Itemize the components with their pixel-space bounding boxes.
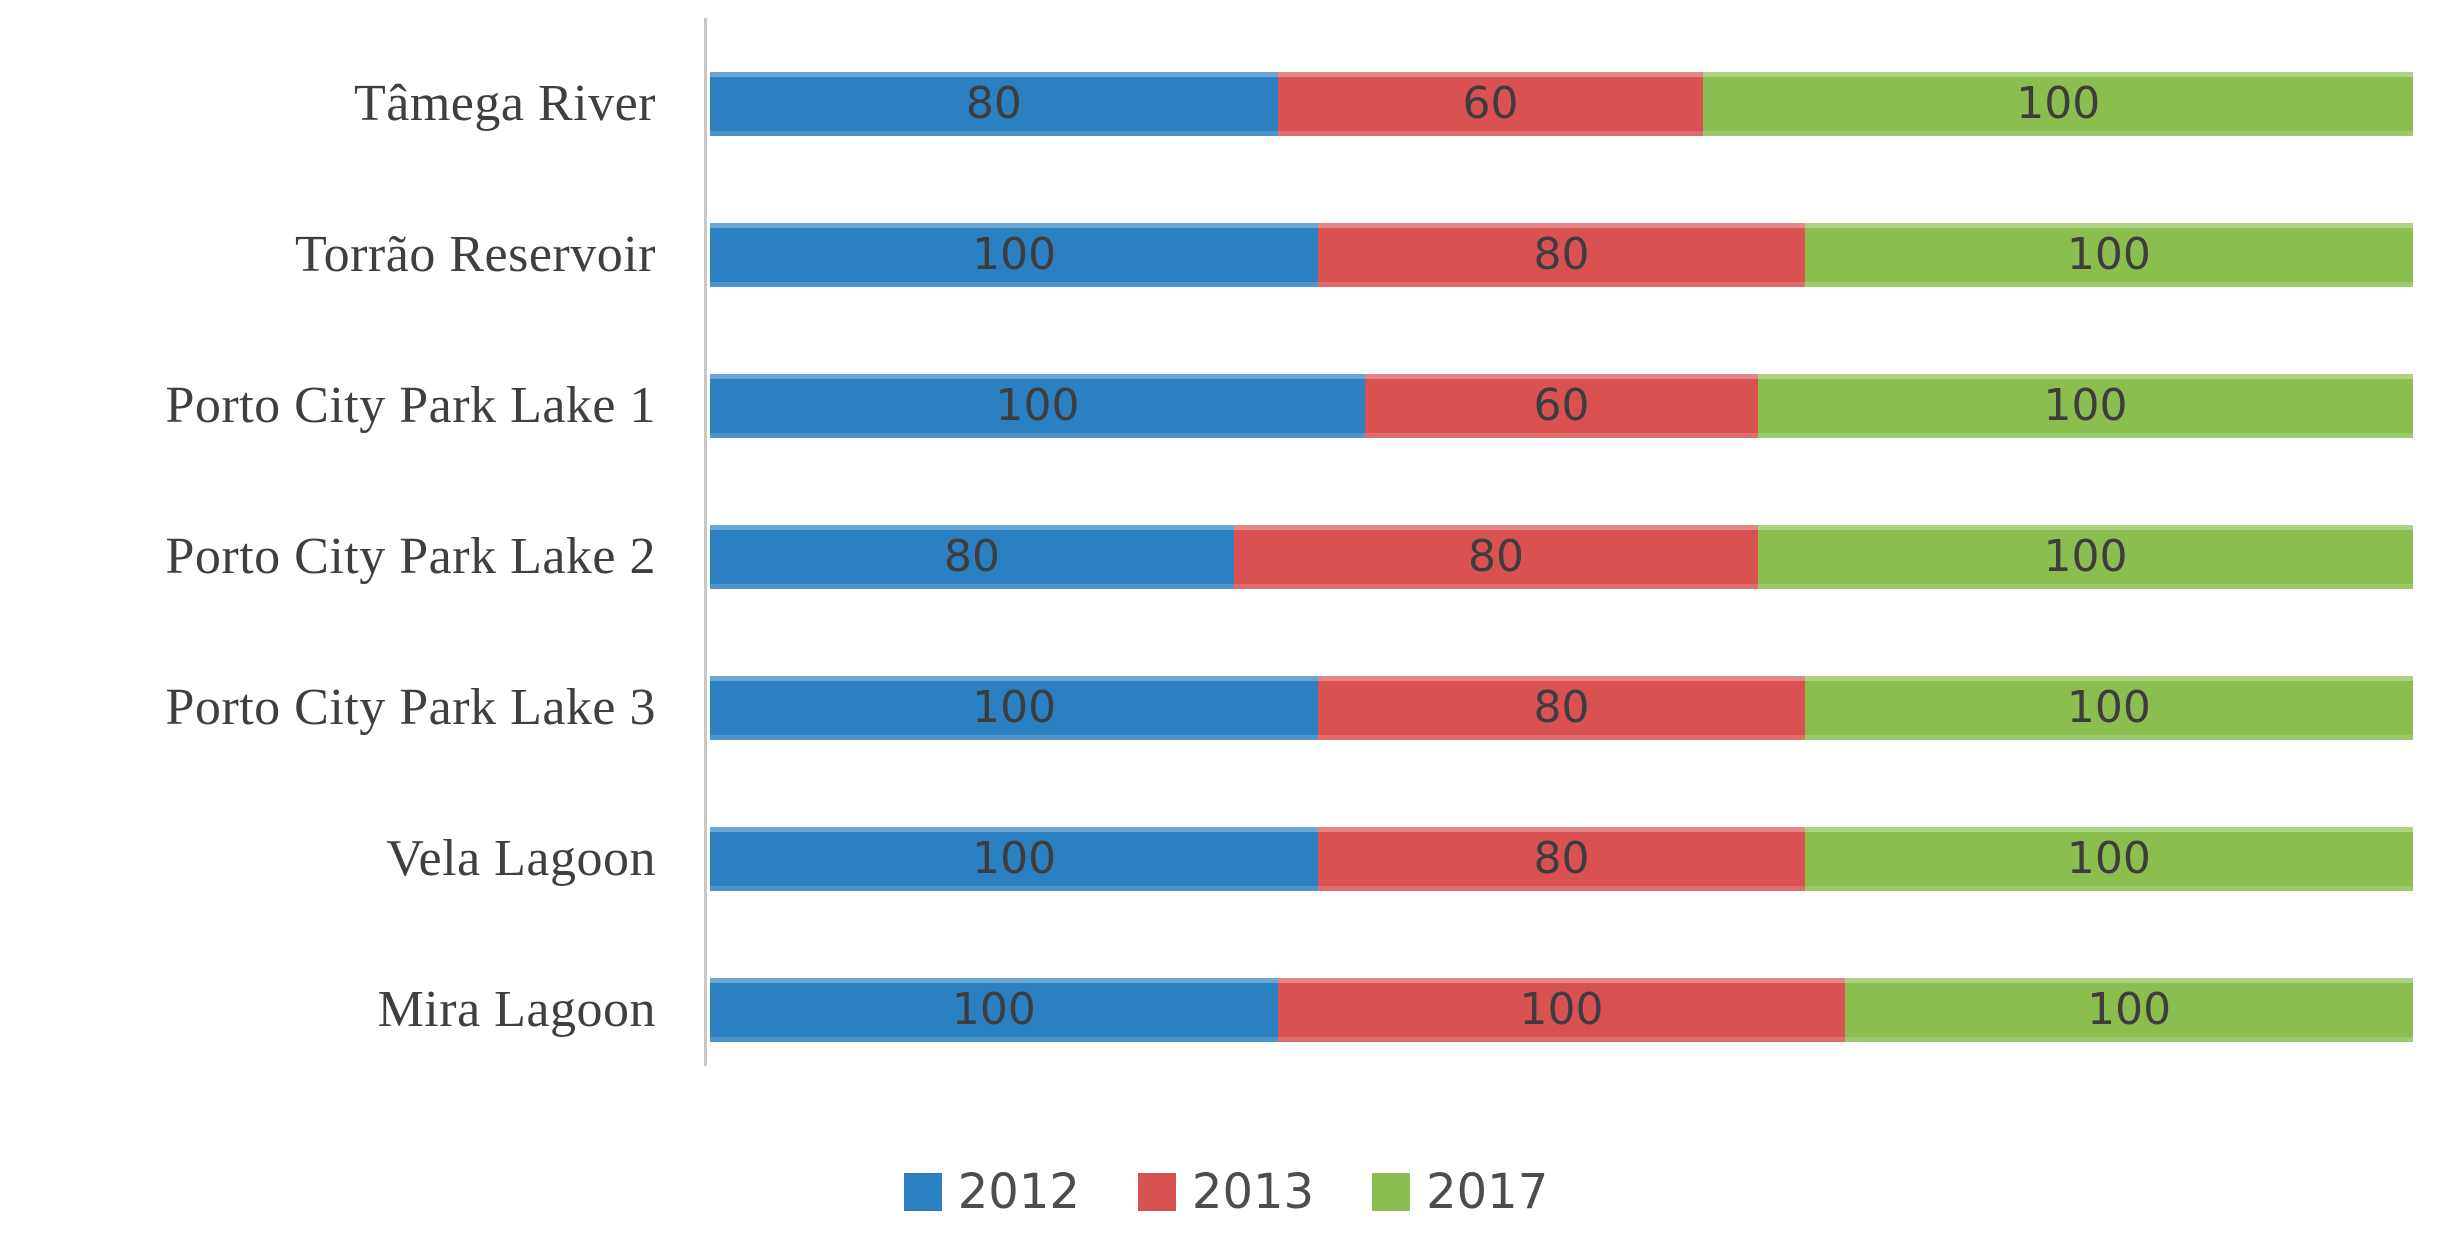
bar-segment-2017: 100 (1703, 71, 2413, 136)
category-label: Porto City Park Lake 1 (165, 377, 656, 434)
legend-item-2013: 2013 (1137, 1164, 1315, 1220)
stacked-bar: 100 80 100 (710, 675, 2413, 740)
chart-legend: 2012 2013 2017 (0, 1164, 2452, 1220)
data-label: 100 (972, 228, 1057, 280)
bar-segment-2012: 100 (710, 222, 1319, 287)
bar-segment-2017: 100 (1758, 373, 2413, 438)
data-label: 100 (2087, 983, 2172, 1035)
chart-row: Tâmega River 80 60 100 (0, 28, 2413, 179)
bar-segment-2017: 100 (1845, 977, 2413, 1042)
data-label: 100 (2066, 832, 2151, 884)
legend-swatch-icon (1372, 1173, 1411, 1211)
data-label: 100 (2066, 228, 2151, 280)
bar-segment-2012: 100 (710, 826, 1319, 891)
legend-swatch-icon (903, 1173, 942, 1211)
bar-segment-2017: 100 (1804, 675, 2413, 740)
stacked-bar: 100 60 100 (710, 373, 2413, 438)
data-label: 100 (995, 379, 1080, 431)
chart-row: Porto City Park Lake 1 100 60 100 (0, 330, 2413, 481)
data-label: 80 (1533, 681, 1590, 733)
category-label: Torrão Reservoir (294, 226, 656, 283)
data-label: 60 (1462, 77, 1519, 129)
chart-row: Porto City Park Lake 2 80 80 100 (0, 481, 2413, 632)
bar-segment-2012: 80 (710, 71, 1278, 136)
category-label: Vela Lagoon (386, 830, 656, 887)
legend-label: 2017 (1426, 1164, 1549, 1220)
bar-segment-2017: 100 (1758, 524, 2413, 589)
bar-segment-2013: 100 (1277, 977, 1846, 1042)
legend-swatch-icon (1137, 1173, 1176, 1211)
data-label: 80 (1533, 832, 1590, 884)
stacked-bar: 80 80 100 (710, 524, 2413, 589)
chart-row: Torrão Reservoir 100 80 100 (0, 179, 2413, 330)
bar-segment-2013: 80 (1318, 675, 1805, 740)
legend-label: 2012 (957, 1164, 1080, 1220)
legend-label: 2013 (1191, 1164, 1315, 1220)
bar-segment-2012: 100 (710, 675, 1319, 740)
data-label: 60 (1533, 379, 1590, 431)
data-label: 80 (944, 530, 1000, 582)
data-label: 80 (1533, 228, 1590, 280)
bar-segment-2013: 80 (1318, 826, 1805, 891)
stacked-bar: 100 100 100 (710, 977, 2413, 1042)
bar-segment-2013: 80 (1318, 222, 1805, 287)
legend-item-2012: 2012 (903, 1164, 1080, 1220)
bar-segment-2013: 80 (1234, 524, 1758, 589)
category-label: Tâmega River (354, 75, 656, 132)
data-label: 100 (1519, 983, 1604, 1035)
chart-rows: Tâmega River 80 60 100 Torrão Reservoir 100 80… (0, 28, 2413, 1085)
stacked-bar: 80 60 100 (710, 71, 2413, 136)
data-label: 80 (965, 77, 1022, 129)
category-axis-line (704, 18, 707, 1066)
data-label: 100 (2066, 681, 2151, 733)
category-label: Mira Lagoon (377, 981, 656, 1038)
data-label: 100 (972, 832, 1057, 884)
bar-segment-2017: 100 (1804, 222, 2413, 287)
bar-segment-2012: 100 (710, 977, 1278, 1042)
bar-segment-2013: 60 (1365, 373, 1758, 438)
chart-row: Porto City Park Lake 3 100 80 100 (0, 632, 2413, 783)
chart-row: Mira Lagoon 100 100 100 (0, 934, 2413, 1085)
stacked-bar: 100 80 100 (710, 222, 2413, 287)
category-label: Porto City Park Lake 2 (165, 528, 656, 585)
data-label: 100 (2043, 379, 2128, 431)
data-label: 100 (2043, 530, 2128, 582)
stacked-bar: 100 80 100 (710, 826, 2413, 891)
bar-segment-2012: 100 (710, 373, 1365, 438)
chart-row: Vela Lagoon 100 80 100 (0, 783, 2413, 934)
category-label: Porto City Park Lake 3 (165, 679, 656, 736)
data-label: 100 (2016, 77, 2101, 129)
bar-segment-2017: 100 (1804, 826, 2413, 891)
bar-segment-2013: 60 (1277, 71, 1704, 136)
data-label: 100 (951, 983, 1036, 1035)
data-label: 100 (972, 681, 1057, 733)
bar-segment-2012: 80 (710, 524, 1234, 589)
legend-item-2017: 2017 (1372, 1164, 1548, 1220)
data-label: 80 (1468, 530, 1524, 582)
